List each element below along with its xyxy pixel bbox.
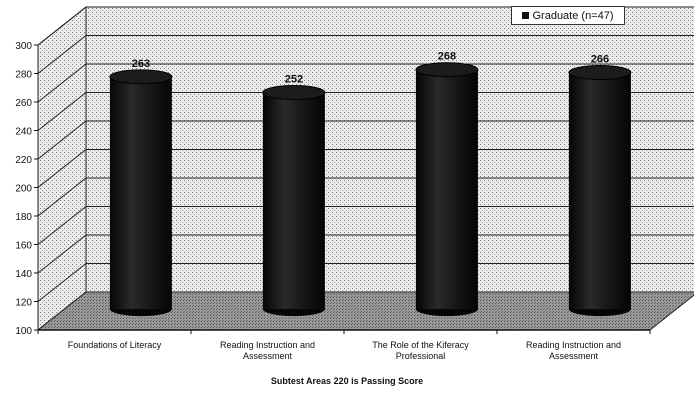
gridline [37,149,694,188]
y-tick-label: 260 [15,98,32,109]
gridline [37,234,694,274]
y-tick-label: 280 [15,70,32,81]
gridline [37,92,694,131]
x-tick-label: The Role of the Kiferacy Professional [372,340,469,361]
y-tick-label: 180 [15,212,32,223]
bar [262,85,326,317]
x-tick-label: Foundations of Literacy [68,340,162,350]
legend-label: Graduate (n=47) [532,9,614,22]
bar [109,69,173,317]
y-tick-label: 200 [15,184,32,195]
legend-swatch [522,12,530,19]
y-tick-label: 300 [15,41,32,52]
data-label: 263 [132,58,150,70]
y-tick-label: 240 [15,127,32,138]
data-label: 252 [285,74,303,86]
y-tick-label: 220 [15,155,32,166]
data-label: 266 [591,54,609,66]
y-tick-label: 120 [15,298,32,309]
gridline [37,6,694,46]
bar [415,62,479,317]
x-axis-title: Subtest Areas 220 is Passing Score [270,376,424,386]
y-tick-label: 100 [15,326,32,337]
x-tick-label: Reading Instruction and Assessment [220,340,315,361]
data-label: 268 [438,51,456,63]
y-tick-label: 160 [15,241,32,252]
gridline [37,120,694,160]
gridline [37,263,694,302]
x-tick-label: Reading Instruction and Assessment [526,340,621,361]
gridline [37,35,694,74]
gridline [37,177,694,217]
gridline [37,63,694,103]
bar [568,65,632,317]
y-tick-label: 140 [15,269,32,280]
legend: Graduate (n=47) [511,6,625,25]
gridline [37,206,694,245]
